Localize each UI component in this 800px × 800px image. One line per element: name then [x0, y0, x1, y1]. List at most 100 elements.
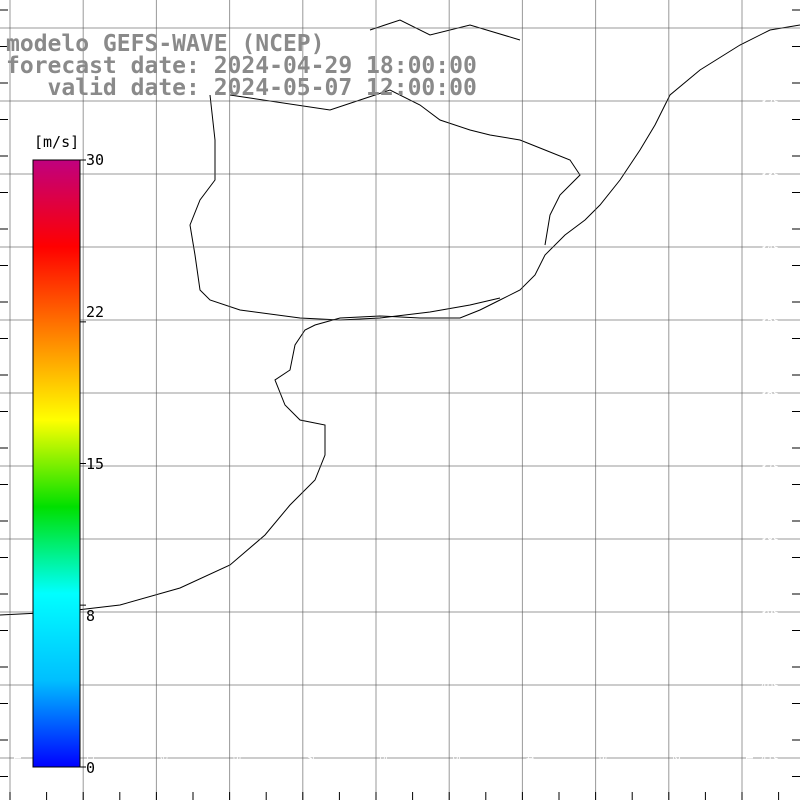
wind-arrow [723, 670, 735, 679]
wind-arrow [489, 328, 501, 338]
wind-arrow [435, 436, 447, 446]
wind-arrow [561, 256, 573, 266]
wind-arrow [345, 400, 357, 410]
wind-arrow [507, 364, 519, 374]
wind-arrow [579, 598, 591, 607]
wind-arrow [489, 490, 501, 500]
wind-arrow [579, 580, 591, 589]
wind-arrow [201, 760, 213, 769]
wind-arrow [435, 760, 447, 769]
wind-arrow [21, 652, 33, 661]
wind-arrow [165, 670, 177, 679]
wind-arrow [651, 184, 663, 194]
wind-arrow [93, 652, 105, 661]
wind-arrow [543, 562, 555, 571]
wind-arrow [759, 616, 771, 625]
wind-arrow [687, 472, 699, 482]
wind-arrow [597, 418, 609, 428]
wind-arrow [435, 346, 447, 356]
wind-arrow [561, 238, 573, 248]
wind-arrow [723, 436, 735, 446]
wind-arrow [561, 274, 573, 284]
wind-arrow [417, 634, 429, 643]
wind-arrow [795, 63, 800, 67]
wind-arrow [777, 256, 789, 266]
wind-arrow [543, 634, 555, 643]
wind-arrow [687, 382, 699, 392]
wind-arrow [561, 526, 573, 535]
wind-arrow [669, 706, 681, 715]
wind-arrow [345, 454, 357, 464]
wind-arrow [597, 526, 609, 535]
wind-arrow [507, 346, 519, 356]
wind-arrow [507, 490, 519, 500]
wind-arrow [615, 688, 627, 697]
wind-arrow [741, 148, 753, 158]
wind-arrow [741, 562, 753, 571]
valid-date: valid date: 2024-05-07 12:00:00 [6, 75, 477, 101]
wind-arrow [291, 688, 303, 697]
wind-arrow [273, 598, 285, 607]
wind-arrow [471, 598, 483, 607]
wind-arrow [669, 418, 681, 428]
wind-arrow [633, 184, 645, 194]
wind-arrow [417, 418, 429, 428]
wind-arrow [489, 310, 501, 320]
wind-arrow [111, 652, 123, 661]
wind-arrow [417, 382, 429, 392]
wind-arrow [489, 454, 501, 464]
wind-arrow [459, 796, 465, 800]
wind-arrow [507, 544, 519, 553]
wind-arrow [543, 616, 555, 625]
wind-arrow [543, 598, 555, 607]
wind-arrow [723, 400, 735, 410]
wind-arrow [579, 760, 591, 769]
wind-arrow [795, 567, 800, 571]
wind-arrow [399, 778, 411, 787]
wind-arrow [27, 796, 33, 800]
wind-arrow [687, 580, 699, 589]
wind-arrow [615, 724, 627, 733]
wind-arrow [777, 454, 789, 464]
wind-arrow [237, 670, 249, 679]
wind-arrow [435, 724, 447, 733]
wind-arrow [183, 634, 195, 643]
wind-arrow [291, 652, 303, 661]
wind-arrow [651, 526, 663, 535]
wind-arrow [507, 688, 519, 697]
wind-arrow [615, 400, 627, 410]
wind-arrow [561, 634, 573, 643]
wind-arrow [111, 688, 123, 697]
wind-arrow [741, 544, 753, 553]
forecast-date: forecast date: 2024-04-29 18:00:00 [6, 53, 477, 79]
wind-arrow [363, 454, 375, 464]
wind-arrow [705, 274, 717, 284]
wind-arrow [795, 459, 800, 464]
wind-arrow [651, 562, 663, 571]
wind-arrow [687, 238, 699, 248]
wind-arrow [453, 670, 465, 679]
border-line [229, 89, 581, 246]
wind-arrow [489, 598, 501, 607]
wind-arrow [471, 400, 483, 410]
wind-arrow [633, 724, 645, 733]
wind-arrow [507, 328, 519, 338]
wind-arrow [201, 670, 213, 679]
wind-arrow [345, 346, 357, 356]
wind-arrow [741, 364, 753, 374]
wind-arrow [579, 220, 591, 230]
wind-arrow [237, 778, 249, 787]
wind-arrow [651, 508, 663, 517]
wind-arrow [291, 526, 303, 535]
wind-arrow [453, 742, 465, 751]
wind-arrow [525, 670, 537, 679]
wind-arrow [687, 112, 699, 121]
wind-arrow [489, 526, 501, 535]
wind-arrow [255, 634, 267, 643]
wind-arrow [669, 382, 681, 392]
wind-arrow [729, 796, 735, 800]
wind-arrow [345, 526, 357, 535]
border-line [189, 94, 501, 321]
wind-arrow [255, 724, 267, 733]
wind-arrow [759, 400, 771, 410]
